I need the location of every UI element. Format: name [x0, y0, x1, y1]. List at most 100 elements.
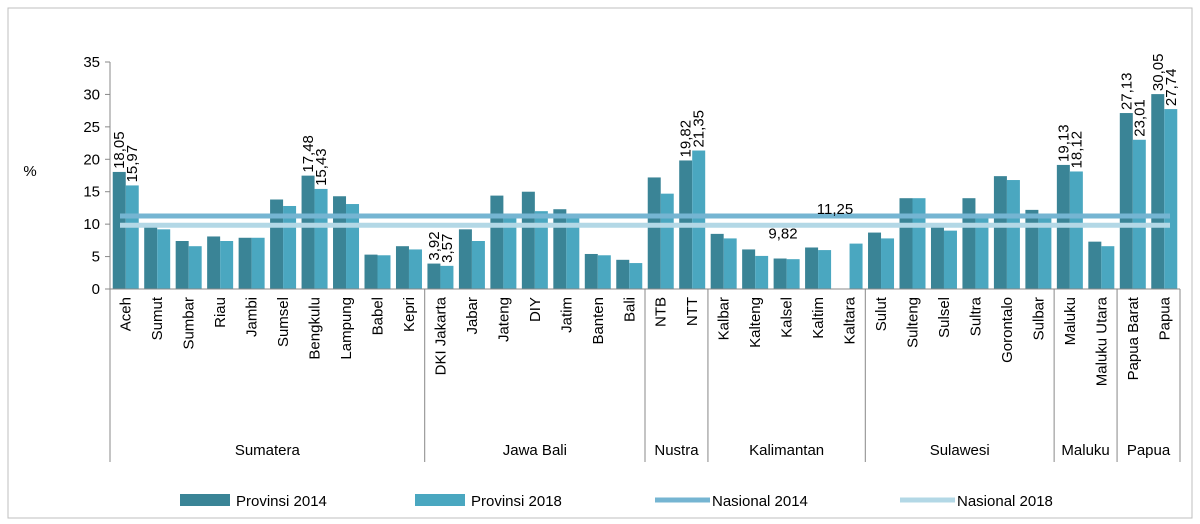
x-tick-label: Kaltim	[810, 297, 827, 339]
bar	[1038, 215, 1052, 289]
x-tick-label: Lampung	[338, 297, 355, 360]
bar	[660, 193, 674, 289]
data-label: 3,92	[426, 231, 443, 260]
bar	[1119, 113, 1133, 289]
group-label: Sumatera	[235, 442, 301, 459]
data-label: 27,13	[1118, 72, 1135, 110]
bar	[723, 238, 737, 289]
bar	[395, 246, 409, 289]
x-tick-label: Jabar	[464, 297, 481, 335]
bar	[597, 255, 611, 289]
bar	[144, 227, 158, 289]
bar	[521, 191, 535, 289]
x-tick-label: Bengkulu	[307, 297, 324, 360]
y-tick-label: 15	[83, 184, 100, 201]
bar	[868, 232, 882, 289]
bar	[818, 250, 832, 289]
bar	[1025, 209, 1039, 289]
bar	[364, 254, 378, 289]
bar	[692, 150, 706, 289]
y-tick-label: 35	[83, 54, 100, 71]
x-tick-label: Sumbar	[181, 297, 198, 350]
x-tick-label: Sulbar	[1030, 297, 1047, 340]
x-tick-label: Babel	[370, 297, 387, 335]
bar	[881, 238, 895, 289]
bar	[1069, 171, 1083, 289]
bar	[238, 237, 252, 289]
x-tick-label: NTB	[653, 297, 670, 327]
x-tick-label: Sulut	[873, 296, 890, 331]
bar	[207, 236, 221, 289]
bar	[755, 255, 769, 289]
data-label: 19,82	[678, 120, 695, 158]
legend-label: Provinsi 2014	[236, 493, 327, 510]
legend-label: Provinsi 2018	[471, 493, 562, 510]
bar	[301, 175, 315, 289]
bar	[912, 198, 926, 289]
group-label: Kalimantan	[749, 442, 824, 459]
x-tick-label: Kalsel	[779, 297, 796, 338]
y-tick-label: 0	[92, 281, 100, 298]
group-label: Papua	[1127, 442, 1171, 459]
bar	[471, 241, 485, 289]
group-label: Sulawesi	[930, 442, 990, 459]
bar	[440, 265, 454, 289]
reference-label: 9,82	[768, 225, 797, 242]
group-label: Maluku	[1061, 442, 1109, 459]
bar	[1101, 246, 1115, 289]
x-tick-label: DIY	[527, 297, 544, 322]
x-tick-label: Maluku	[1062, 297, 1079, 345]
x-tick-label: Papua	[1156, 296, 1173, 340]
x-tick-label: Kaltara	[842, 296, 859, 344]
data-label: 15,97	[124, 145, 141, 183]
x-tick-label: Sultra	[967, 296, 984, 336]
bar	[849, 243, 863, 289]
bar	[1088, 241, 1102, 289]
data-label: 18,12	[1068, 131, 1085, 169]
data-label: 18,05	[111, 131, 128, 169]
x-tick-label: Kalbar	[716, 297, 733, 340]
x-tick-label: Bali	[621, 297, 638, 322]
bar	[710, 233, 724, 289]
bar	[112, 171, 126, 289]
bar	[899, 198, 913, 289]
reference-label: 11,25	[817, 201, 853, 218]
bar	[805, 247, 819, 289]
bar	[125, 185, 139, 289]
bar	[616, 259, 630, 289]
legend-label: Nasional 2014	[712, 493, 808, 510]
x-tick-label: Jambi	[244, 297, 261, 337]
x-tick-label: Maluku Utara	[1093, 296, 1110, 386]
bar	[188, 246, 202, 289]
bar	[566, 217, 580, 289]
group-label: Nustra	[654, 442, 699, 459]
y-axis-label: %	[23, 163, 36, 180]
bar	[333, 196, 347, 289]
bar	[629, 263, 643, 289]
bar	[1006, 180, 1020, 289]
bar	[220, 241, 234, 289]
y-tick-label: 5	[92, 249, 100, 266]
bar	[742, 249, 756, 289]
x-tick-label: Sumsel	[275, 297, 292, 347]
x-tick-label: Kalteng	[747, 297, 764, 348]
bar	[175, 241, 189, 289]
bar	[584, 253, 598, 289]
x-tick-label: Sulteng	[905, 297, 922, 348]
bar	[930, 227, 944, 289]
data-label: 23,01	[1131, 99, 1148, 137]
bar	[786, 259, 800, 289]
bar	[553, 209, 567, 289]
x-tick-label: Papua Barat	[1125, 296, 1142, 380]
bar	[458, 229, 472, 289]
bar	[427, 263, 441, 289]
x-tick-label: DKI Jakarta	[432, 296, 449, 375]
data-label: 19,13	[1055, 124, 1072, 162]
x-tick-label: Aceh	[118, 297, 135, 331]
legend-label: Nasional 2018	[957, 493, 1053, 510]
data-label: 3,57	[439, 234, 456, 263]
bar	[943, 230, 957, 289]
y-tick-label: 30	[83, 86, 100, 103]
bar	[1164, 109, 1178, 289]
